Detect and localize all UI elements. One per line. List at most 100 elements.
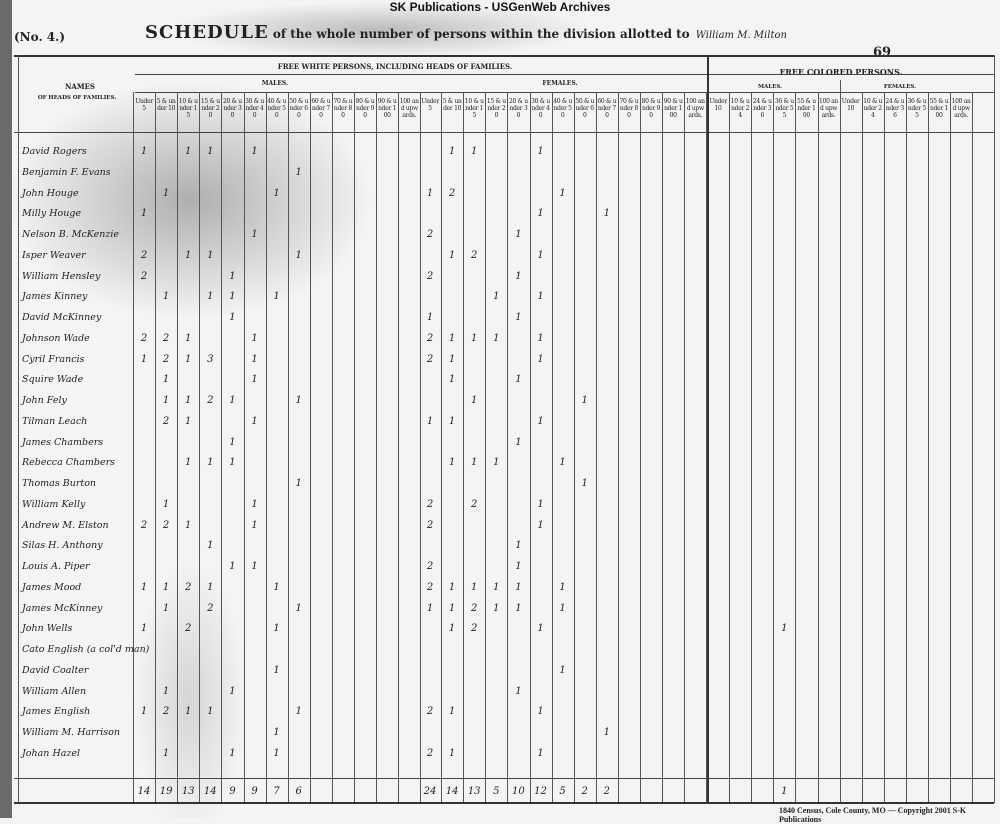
column-rule <box>706 92 708 802</box>
male-age-column-header: 90 & under 100 <box>377 98 397 119</box>
female-count-cell: 1 <box>471 581 478 593</box>
column-rule <box>729 92 731 802</box>
male-count-cell: 1 <box>140 146 148 157</box>
head-of-family-name: Thomas Burton <box>22 478 97 489</box>
head-of-family-name: James Chambers <box>22 436 104 448</box>
schedule-number: (No. 4.) <box>14 30 65 44</box>
male-count-cell: 1 <box>162 498 170 510</box>
female-total-cell: 12 <box>534 786 547 797</box>
female-total-cell: 2 <box>603 786 610 797</box>
male-count-cell: 2 <box>185 581 192 593</box>
male-count-cell: 1 <box>229 395 236 406</box>
female-count-cell: 1 <box>493 457 500 469</box>
column-rule <box>817 92 819 802</box>
male-count-cell: 1 <box>251 519 258 531</box>
column-rule <box>463 92 465 802</box>
male-count-cell: 1 <box>207 457 214 469</box>
head-of-family-name: Nelson B. McKenzie <box>22 229 120 240</box>
female-age-column-header: 20 & under 30 <box>509 98 528 119</box>
column-rule <box>485 92 487 802</box>
male-total-cell: 14 <box>203 786 217 797</box>
title-rest: of the whole number of persons within th… <box>272 27 690 41</box>
column-rule <box>133 92 134 802</box>
head-of-family-name: William M. Harrison <box>22 727 120 738</box>
head-of-family-name: David Coalter <box>22 664 89 676</box>
column-rule <box>662 92 664 802</box>
female-count-cell: 1 <box>515 581 522 593</box>
female-count-cell: 1 <box>581 395 588 406</box>
column-rule <box>155 92 157 802</box>
female-age-column-header: 50 & under 60 <box>575 98 595 119</box>
female-age-column-header: 30 & under 40 <box>531 98 550 119</box>
male-count-cell: 1 <box>185 395 192 406</box>
head-of-family-name: Cato English (a col'd man) <box>22 644 150 655</box>
female-count-cell: 1 <box>581 478 588 489</box>
footer-copyright: 1840 Census, Cole County, MO — Copyright… <box>779 806 967 824</box>
age-header-rule <box>135 92 995 93</box>
head-of-family-name: William Allen <box>22 685 87 697</box>
female-total-cell: 14 <box>445 786 459 797</box>
female-count-cell: 1 <box>537 146 544 157</box>
female-count-cell: 1 <box>471 146 478 157</box>
male-count-cell: 1 <box>251 353 258 365</box>
section-rule <box>707 55 709 803</box>
female-count-cell: 1 <box>515 374 522 386</box>
female-count-cell: 1 <box>537 498 544 510</box>
male-count-cell: 1 <box>185 457 192 469</box>
page-number: 69 <box>873 45 892 60</box>
male-count-cell: 1 <box>251 374 258 386</box>
male-count-cell: 1 <box>162 187 170 199</box>
female-age-column-header: Under 5 <box>421 98 439 112</box>
colored-males-header: MALES. <box>757 84 783 90</box>
male-count-cell: 1 <box>162 602 170 614</box>
column-rule <box>928 92 929 802</box>
female-count-cell: 1 <box>559 457 566 469</box>
female-total-cell: 5 <box>493 786 500 797</box>
female-count-cell: 1 <box>448 332 456 344</box>
male-count-cell: 1 <box>229 747 236 759</box>
male-count-cell: 2 <box>162 353 170 365</box>
male-total-cell: 9 <box>229 786 236 797</box>
male-count-cell: 1 <box>251 332 258 344</box>
female-count-cell: 2 <box>426 353 434 365</box>
male-count-cell: 1 <box>140 623 148 635</box>
female-count-cell: 1 <box>559 581 566 593</box>
female-total-cell: 2 <box>581 786 588 797</box>
enumerator-name: William M. Milton <box>695 30 787 41</box>
female-count-cell: 1 <box>493 332 500 344</box>
female-count-cell: 2 <box>426 706 434 718</box>
female-count-cell: 1 <box>537 415 544 427</box>
male-count-cell: 1 <box>295 249 302 261</box>
male-age-column-header: 20 & under 30 <box>223 98 242 119</box>
male-count-cell: 1 <box>185 706 192 718</box>
column-rule <box>309 92 311 802</box>
male-count-cell: 1 <box>185 353 192 365</box>
head-of-family-name: John Wells <box>22 623 73 635</box>
column-rule <box>883 92 885 802</box>
female-count-cell: 1 <box>559 664 566 676</box>
column-rule <box>243 92 245 802</box>
male-count-cell: 1 <box>162 291 170 303</box>
column-rule <box>507 92 509 802</box>
female-count-cell: 2 <box>471 498 478 510</box>
female-total-cell: 13 <box>467 786 481 797</box>
head-of-family-name: Benjamin F. Evans <box>22 166 111 178</box>
free-colored-header: FREE COLORED PERSONS. <box>779 67 903 77</box>
female-age-column-header: 80 & under 90 <box>641 98 661 119</box>
female-count-cell: 1 <box>448 146 456 157</box>
female-count-cell: 1 <box>426 187 434 199</box>
male-count-cell: 1 <box>229 685 236 697</box>
colored-male-count-cell: 1 <box>781 623 788 635</box>
column-rule <box>573 92 575 802</box>
totals-bottom-rule <box>14 802 994 804</box>
female-count-cell: 2 <box>426 332 434 344</box>
male-count-cell: 3 <box>207 353 214 365</box>
female-total-cell: 5 <box>559 786 566 797</box>
male-count-cell: 1 <box>251 415 258 427</box>
head-of-family-name: David McKinney <box>22 312 102 323</box>
left-border <box>18 55 19 803</box>
colored-female-age-column-header: Under 10 <box>841 98 860 112</box>
column-rule <box>950 92 952 802</box>
colored-male-age-column-header: 55 & under 100 <box>797 98 816 119</box>
